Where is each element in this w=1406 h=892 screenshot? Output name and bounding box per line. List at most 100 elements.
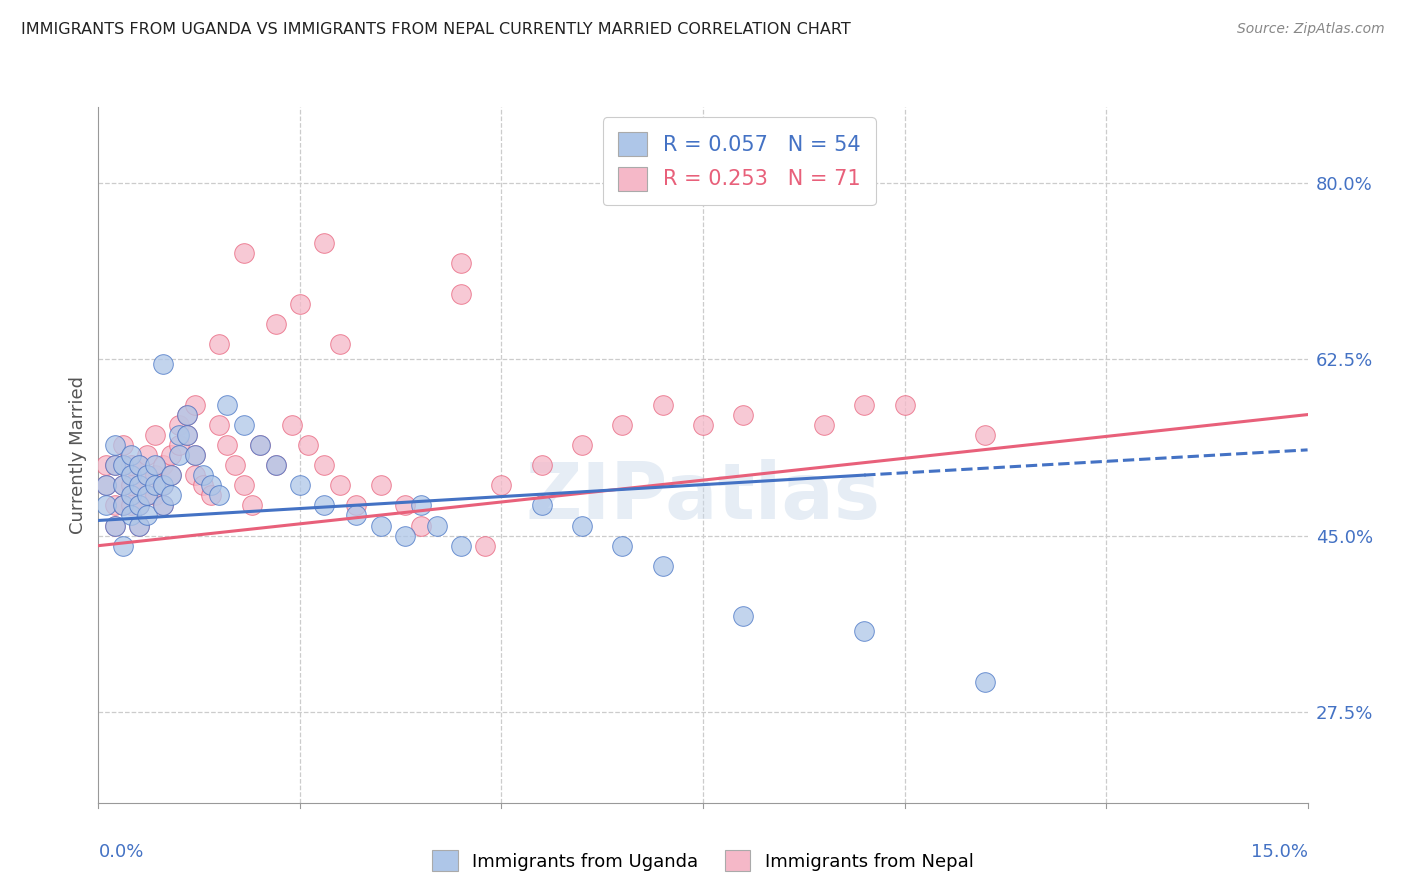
- Point: [409, 518, 432, 533]
- Point: [217, 438, 239, 452]
- Point: [103, 518, 125, 533]
- Point: [240, 499, 263, 513]
- Point: [120, 458, 142, 472]
- Point: [167, 448, 190, 462]
- Point: [143, 478, 166, 492]
- Point: [135, 468, 157, 483]
- Legend: Immigrants from Uganda, Immigrants from Nepal: Immigrants from Uganda, Immigrants from …: [425, 843, 981, 879]
- Point: [120, 478, 142, 492]
- Point: [128, 518, 150, 533]
- Point: [329, 478, 352, 492]
- Point: [450, 286, 472, 301]
- Point: [96, 478, 118, 492]
- Text: 0.0%: 0.0%: [98, 843, 143, 861]
- Point: [530, 458, 553, 472]
- Point: [111, 478, 134, 492]
- Point: [281, 417, 304, 432]
- Point: [208, 488, 231, 502]
- Point: [344, 499, 367, 513]
- Point: [111, 458, 134, 472]
- Point: [143, 458, 166, 472]
- Point: [128, 499, 150, 513]
- Point: [288, 296, 311, 310]
- Point: [103, 499, 125, 513]
- Point: [344, 508, 367, 523]
- Point: [394, 528, 416, 542]
- Point: [160, 468, 183, 483]
- Point: [571, 518, 593, 533]
- Point: [288, 478, 311, 492]
- Point: [135, 488, 157, 502]
- Point: [184, 448, 207, 462]
- Point: [200, 478, 222, 492]
- Text: Source: ZipAtlas.com: Source: ZipAtlas.com: [1237, 22, 1385, 37]
- Point: [184, 397, 207, 411]
- Point: [893, 397, 915, 411]
- Point: [135, 508, 157, 523]
- Point: [208, 417, 231, 432]
- Point: [152, 478, 174, 492]
- Point: [152, 458, 174, 472]
- Point: [160, 468, 183, 483]
- Point: [152, 499, 174, 513]
- Point: [733, 408, 755, 422]
- Point: [103, 518, 125, 533]
- Point: [120, 508, 142, 523]
- Point: [135, 468, 157, 483]
- Point: [111, 499, 134, 513]
- Point: [96, 458, 118, 472]
- Point: [249, 438, 271, 452]
- Point: [450, 256, 472, 270]
- Y-axis label: Currently Married: Currently Married: [69, 376, 87, 534]
- Point: [217, 397, 239, 411]
- Point: [264, 458, 287, 472]
- Point: [128, 478, 150, 492]
- Point: [314, 458, 336, 472]
- Point: [200, 488, 222, 502]
- Point: [232, 417, 254, 432]
- Point: [297, 438, 319, 452]
- Point: [96, 499, 118, 513]
- Point: [264, 458, 287, 472]
- Point: [152, 478, 174, 492]
- Point: [450, 539, 472, 553]
- Point: [176, 408, 198, 422]
- Point: [128, 478, 150, 492]
- Point: [128, 518, 150, 533]
- Point: [813, 417, 835, 432]
- Point: [208, 337, 231, 351]
- Point: [103, 458, 125, 472]
- Point: [143, 468, 166, 483]
- Point: [167, 417, 190, 432]
- Point: [426, 518, 449, 533]
- Text: ZIPatlas: ZIPatlas: [526, 458, 880, 534]
- Point: [314, 236, 336, 251]
- Point: [853, 397, 876, 411]
- Point: [232, 246, 254, 260]
- Point: [193, 468, 215, 483]
- Point: [128, 499, 150, 513]
- Point: [692, 417, 714, 432]
- Point: [224, 458, 246, 472]
- Text: 15.0%: 15.0%: [1250, 843, 1308, 861]
- Legend: R = 0.057   N = 54, R = 0.253   N = 71: R = 0.057 N = 54, R = 0.253 N = 71: [603, 118, 876, 205]
- Point: [409, 499, 432, 513]
- Point: [167, 438, 190, 452]
- Point: [612, 539, 634, 553]
- Point: [329, 337, 352, 351]
- Point: [160, 448, 183, 462]
- Point: [853, 624, 876, 639]
- Point: [193, 478, 215, 492]
- Point: [184, 448, 207, 462]
- Point: [176, 408, 198, 422]
- Point: [111, 499, 134, 513]
- Point: [571, 438, 593, 452]
- Point: [111, 438, 134, 452]
- Point: [111, 478, 134, 492]
- Point: [974, 427, 997, 442]
- Point: [176, 427, 198, 442]
- Point: [474, 539, 496, 553]
- Point: [111, 458, 134, 472]
- Point: [612, 417, 634, 432]
- Point: [249, 438, 271, 452]
